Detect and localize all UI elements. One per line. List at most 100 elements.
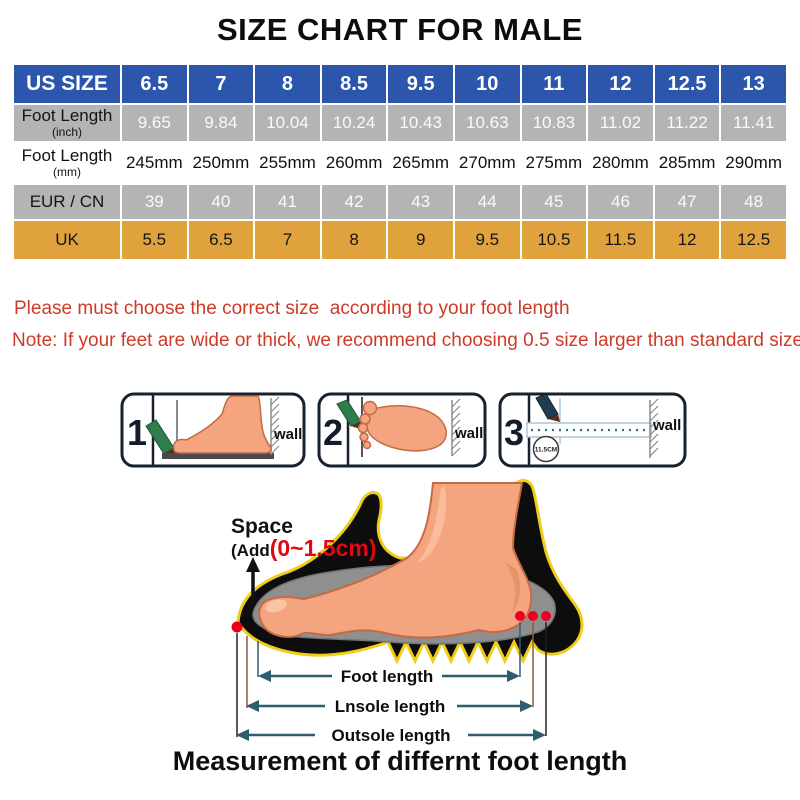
row-sublabel: (mm) — [53, 165, 81, 180]
measure-step-3: 3 11.5CM wall — [498, 392, 687, 468]
size-cell: 48 — [721, 185, 788, 221]
size-cell: 44 — [454, 185, 522, 221]
size-cell: 6.5 — [188, 221, 256, 261]
table-row-us-size: US SIZE 6.5 7 8 8.5 9.5 10 11 12 12.5 13 — [14, 65, 788, 105]
size-cell: 7 — [188, 65, 256, 105]
space-label-text: Space — [231, 515, 293, 538]
outsole-length-arrow — [236, 729, 546, 741]
step-number: 3 — [504, 412, 524, 453]
size-cell: 7 — [255, 221, 322, 261]
foot-side-view — [172, 395, 272, 454]
size-cell: 11.41 — [721, 105, 788, 143]
guide-lines — [236, 622, 547, 737]
wall-label: wall — [652, 417, 681, 434]
foot-length-arrow — [258, 670, 520, 682]
size-cell: 10.5 — [521, 221, 589, 261]
size-cell: 9.5 — [388, 65, 455, 105]
size-cell: 41 — [255, 185, 322, 221]
size-cell: 12.5 — [654, 65, 722, 105]
size-cell: 10.24 — [321, 105, 389, 143]
size-cell: 39 — [122, 185, 189, 221]
row-header-eur-cn: EUR / CN — [14, 185, 122, 221]
row-sublabel: (inch) — [51, 125, 82, 140]
size-cell: 280mm — [588, 143, 655, 185]
row-header-foot-length-inch: Foot Length (inch) — [14, 105, 122, 143]
size-cell: 245mm — [122, 143, 189, 185]
size-cell: 11 — [521, 65, 589, 105]
page-title: SIZE CHART FOR MALE — [217, 12, 583, 47]
size-cell: 275mm — [521, 143, 589, 185]
size-cell: 9.5 — [454, 221, 522, 261]
size-cell: 10.43 — [388, 105, 455, 143]
size-cell: 255mm — [255, 143, 322, 185]
row-label: US SIZE — [26, 71, 108, 95]
size-cell: 260mm — [321, 143, 389, 185]
pencil-icon — [535, 393, 560, 422]
measure-step-1: 1 wall — [120, 392, 306, 468]
size-cell: 43 — [388, 185, 455, 221]
row-label: UK — [55, 230, 79, 250]
diagram-caption: Measurement of differnt foot length — [172, 746, 628, 776]
wall-hatch — [649, 398, 659, 458]
insole-length-arrow — [246, 700, 533, 712]
foot-measure-diagram: Foot length Lnsole length Outsole length — [231, 478, 584, 745]
size-cell: 6.5 — [122, 65, 189, 105]
outsole-length-label: Outsole length — [332, 726, 451, 745]
size-cell: 10 — [454, 65, 522, 105]
size-cell: 40 — [188, 185, 256, 221]
measure-step-2: 2 wall — [317, 392, 487, 468]
row-label: Foot Length — [21, 106, 113, 126]
foot-length-label: Foot length — [341, 667, 434, 686]
wall-label: wall — [454, 425, 483, 442]
size-cell: 47 — [654, 185, 722, 221]
size-cell: 5.5 — [122, 221, 189, 261]
size-cell: 11.02 — [588, 105, 655, 143]
foot-top-view — [357, 400, 447, 452]
size-cell: 8 — [255, 65, 322, 105]
size-cell: 42 — [321, 185, 389, 221]
space-annotation: Space (Add(0~1.5cm) — [231, 516, 376, 561]
size-cell: 11.5 — [588, 221, 655, 261]
measure-point-dots — [231, 611, 551, 633]
size-cell: 11.22 — [654, 105, 722, 143]
size-cell: 12 — [588, 65, 655, 105]
size-cell: 12.5 — [721, 221, 788, 261]
row-label: Foot Length — [21, 146, 113, 166]
wall-hatch — [451, 398, 461, 457]
size-cell: 290mm — [721, 143, 788, 185]
table-row-foot-length-mm: Foot Length (mm) 245mm 250mm 255mm 260mm… — [14, 143, 788, 185]
row-header-foot-length-mm: Foot Length (mm) — [14, 143, 122, 185]
insole-length-label: Lnsole length — [335, 697, 446, 716]
size-cell: 285mm — [654, 143, 722, 185]
size-cell: 10.63 — [454, 105, 522, 143]
note-wide-feet: Note: If your feet are wide or thick, we… — [12, 330, 800, 351]
row-label: EUR / CN — [29, 192, 105, 212]
row-header-us-size: US SIZE — [14, 65, 122, 105]
size-cell: 10.04 — [255, 105, 322, 143]
length-badge — [532, 435, 560, 463]
size-cell: 9.84 — [188, 105, 256, 143]
step-number: 2 — [323, 412, 343, 453]
size-cell: 265mm — [388, 143, 455, 185]
length-badge-value: 11.5CM — [535, 447, 557, 454]
size-cell: 9 — [388, 221, 455, 261]
step-number: 1 — [127, 412, 147, 453]
size-cell: 250mm — [188, 143, 256, 185]
space-arrow — [246, 557, 260, 602]
size-cell: 8 — [321, 221, 389, 261]
note-choose-size: Please must choose the correct size acco… — [14, 298, 570, 319]
table-row-foot-length-inch: Foot Length (inch) 9.65 9.84 10.04 10.24… — [14, 105, 788, 143]
row-header-uk: UK — [14, 221, 122, 261]
foot-illustration — [258, 482, 533, 639]
table-row-eur-cn: EUR / CN 39 40 41 42 43 44 45 46 47 48 — [14, 185, 788, 221]
size-cell: 45 — [521, 185, 589, 221]
table-row-uk: UK 5.5 6.5 7 8 9 9.5 10.5 11.5 12 12.5 — [14, 221, 788, 261]
space-range-text: (0~1.5cm) — [269, 535, 377, 562]
size-cell: 9.65 — [122, 105, 189, 143]
floor-bar — [162, 453, 274, 459]
space-add-text: (Add — [231, 541, 270, 561]
size-cell: 8.5 — [321, 65, 389, 105]
size-chart-table: US SIZE 6.5 7 8 8.5 9.5 10 11 12 12.5 13… — [12, 63, 788, 261]
size-cell: 10.83 — [521, 105, 589, 143]
